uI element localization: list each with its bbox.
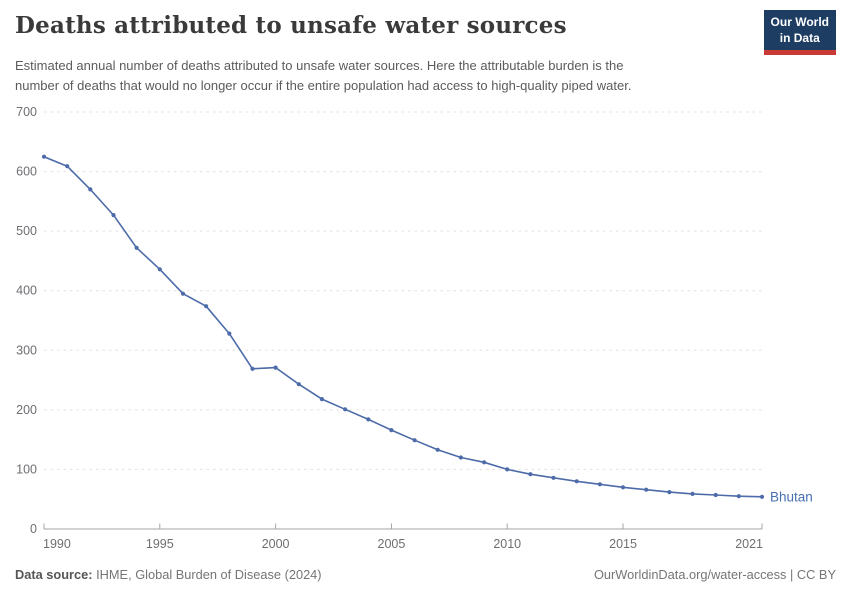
chart-title: Deaths attributed to unsafe water source… <box>15 12 567 39</box>
data-point-marker[interactable] <box>412 438 417 443</box>
chart-subtitle-line1: Estimated annual number of deaths attrib… <box>15 58 624 73</box>
owid-logo[interactable]: Our World in Data <box>763 10 836 56</box>
x-tick-label: 2000 <box>262 537 290 551</box>
y-tick-label: 100 <box>16 462 37 476</box>
data-point-marker[interactable] <box>366 417 371 422</box>
data-point-marker[interactable] <box>713 492 718 498</box>
x-tick-label: 1990 <box>43 537 71 551</box>
data-source-label: Data source: <box>15 567 93 582</box>
y-tick-label: 300 <box>16 343 37 357</box>
y-tick-label: 400 <box>16 284 37 298</box>
data-point-marker[interactable] <box>157 267 162 272</box>
data-point-marker[interactable] <box>273 365 278 370</box>
data-point-marker[interactable] <box>458 455 463 460</box>
data-source-note: Data source: IHME, Global Burden of Dise… <box>15 567 322 582</box>
y-tick-label: 700 <box>16 105 37 119</box>
owid-license-link[interactable]: OurWorldinData.org/water-access | CC BY <box>593 567 836 582</box>
data-point-marker[interactable] <box>111 213 116 218</box>
data-point-marker[interactable] <box>41 154 47 159</box>
chart-subtitle: Estimated annual number of deaths attrib… <box>15 56 745 95</box>
data-point-marker[interactable] <box>250 366 255 371</box>
x-tick-label: 2010 <box>493 537 521 551</box>
data-point-marker[interactable] <box>759 494 765 499</box>
data-point-marker[interactable] <box>736 494 741 499</box>
chart-subtitle-line2: number of deaths that would no longer oc… <box>15 77 632 93</box>
y-tick-label: 200 <box>16 403 37 417</box>
y-tick-label: 600 <box>16 165 37 179</box>
data-point-marker[interactable] <box>319 397 324 402</box>
data-point-marker[interactable] <box>690 491 695 496</box>
data-point-marker[interactable] <box>597 482 603 487</box>
y-tick-label: 0 <box>30 522 37 536</box>
y-tick-label: 500 <box>16 224 37 238</box>
data-point-marker[interactable] <box>667 490 672 495</box>
data-point-marker[interactable] <box>180 291 186 296</box>
data-point-marker[interactable] <box>551 475 556 480</box>
data-point-marker[interactable] <box>644 487 649 492</box>
owid-logo-line2: in Data <box>779 30 820 45</box>
data-point-marker[interactable] <box>65 164 70 169</box>
data-point-marker[interactable] <box>389 428 394 433</box>
data-point-marker[interactable] <box>528 472 533 477</box>
data-point-marker[interactable] <box>505 467 510 472</box>
x-tick-label: 2005 <box>378 537 406 551</box>
chart-footer: Data source: IHME, Global Burden of Dise… <box>15 567 836 582</box>
bhutan-series-line[interactable] <box>43 155 763 498</box>
x-tick-label: 2021 <box>735 537 763 551</box>
entity-label-bhutan[interactable]: Bhutan <box>770 489 813 504</box>
owid-logo-line1: Our World <box>770 15 829 29</box>
data-source-text: IHME, Global Burden of Disease (2024) <box>92 567 322 582</box>
data-point-marker[interactable] <box>204 304 209 309</box>
data-point-marker[interactable] <box>88 187 93 192</box>
data-point-marker[interactable] <box>620 485 626 490</box>
data-point-marker[interactable] <box>482 460 487 465</box>
data-point-marker[interactable] <box>134 245 139 250</box>
x-tick-label: 1995 <box>146 537 174 551</box>
x-tick-label: 2015 <box>609 537 637 551</box>
data-point-marker[interactable] <box>343 407 348 412</box>
data-point-marker[interactable] <box>227 331 232 336</box>
data-point-marker[interactable] <box>574 479 579 484</box>
data-point-marker[interactable] <box>435 447 440 452</box>
data-point-marker[interactable] <box>296 382 301 387</box>
